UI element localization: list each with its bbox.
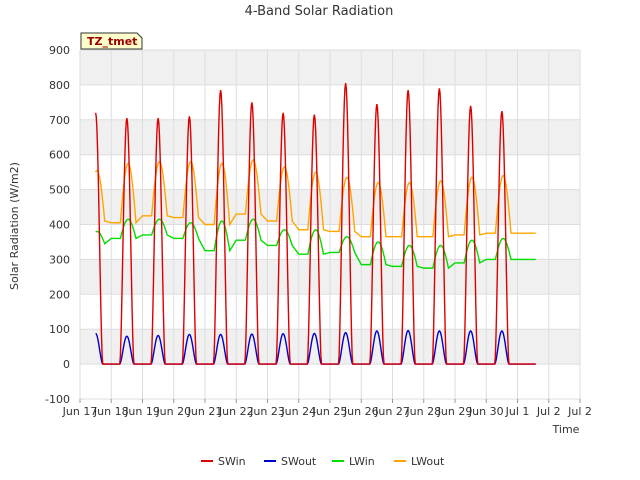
y-tick-label: 400	[49, 219, 70, 232]
badge-box	[80, 32, 143, 50]
x-tick-label: Jun 30	[468, 405, 504, 418]
x-tick-label: Jul 1	[505, 405, 530, 418]
y-tick-label: 200	[49, 288, 70, 301]
y-tick-label: 500	[49, 184, 70, 197]
x-tick-label: Jun 29	[437, 405, 473, 418]
y-tick-label: 700	[49, 114, 70, 127]
x-tick-label: Jun 18	[93, 405, 129, 418]
x-tick-label: Jun 19	[124, 405, 160, 418]
badge-label: TZ_tmet	[87, 35, 137, 48]
x-tick-label: Jun 26	[343, 405, 379, 418]
x-tick-label: Jun 27	[374, 405, 410, 418]
x-tick-label: Jun 23	[249, 405, 285, 418]
legend-label: SWin	[218, 455, 246, 468]
y-tick-label: 0	[63, 358, 70, 371]
site-badge: TZ_tmet	[80, 32, 143, 50]
y-tick-label: 300	[49, 253, 70, 266]
x-tick-label: Jun 24	[280, 405, 316, 418]
y-tick-label: 900	[49, 44, 70, 57]
legend-item-swin: SWin	[201, 455, 246, 468]
x-tick-label: Jun 22	[218, 405, 254, 418]
series-line-lwout	[95, 159, 536, 238]
y-tick-label: 600	[49, 149, 70, 162]
x-tick-label: Jun 21	[187, 405, 223, 418]
x-tick-label: Jun 25	[312, 405, 348, 418]
series-lines	[94, 83, 536, 365]
x-tick-label: Jul 2	[536, 405, 561, 418]
y-tick-label: -100	[45, 393, 70, 406]
chart-title: 4-Band Solar Radiation	[245, 4, 394, 19]
x-tick-label: Jun 17	[62, 405, 98, 418]
legend-item-swout: SWout	[264, 455, 317, 468]
y-tick-label: 100	[49, 323, 70, 336]
x-tick-label: Jun 20	[155, 405, 191, 418]
legend-label: LWin	[349, 455, 375, 468]
legend: SWin SWout LWin LWout	[201, 455, 445, 468]
legend-label: LWout	[411, 455, 445, 468]
y-axis-ticks: -100 0 100 200 300 400 500 600 700 800 900	[45, 44, 70, 406]
y-axis-label: Solar Radiation (W/m2)	[8, 162, 21, 290]
series-line-lwin	[95, 218, 536, 270]
x-tick-label: Jul 2	[567, 405, 592, 418]
x-tick-label: Jun 28	[405, 405, 441, 418]
legend-item-lwin: LWin	[332, 455, 375, 468]
y-tick-label: 800	[49, 79, 70, 92]
legend-label: SWout	[281, 455, 317, 468]
x-axis-label: Time	[552, 423, 580, 436]
legend-item-lwout: LWout	[394, 455, 445, 468]
series-line-swin	[94, 83, 536, 365]
